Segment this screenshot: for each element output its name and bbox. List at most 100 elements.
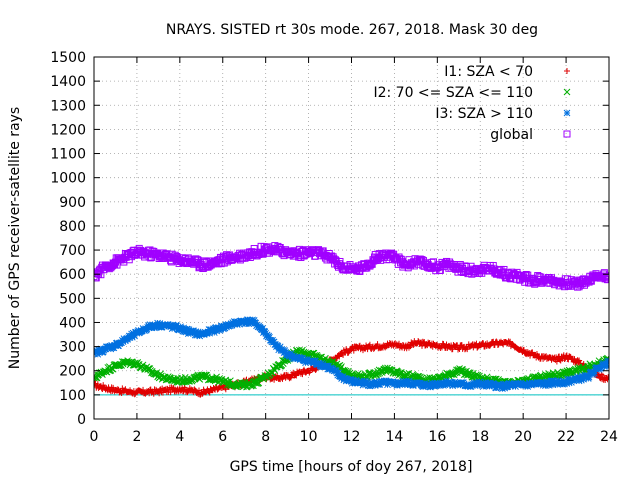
data-point [490,380,498,388]
legend-label: I1: SZA < 70 [444,64,533,80]
data-point [245,320,253,328]
data-point [336,257,344,265]
data-point [378,378,386,385]
x-tick-label: 0 [90,429,99,445]
x-axis-title: GPS time [hours of doy 267, 2018] [230,459,473,475]
y-tick-label: 800 [59,219,86,235]
ticks [93,56,610,420]
data-point [259,325,266,332]
data-point [578,372,586,380]
x-tick-labels: 0 2 4 6 8 10 12 14 16 18 20 22 24 [90,429,618,445]
y-tick-label: 1300 [50,98,86,114]
x-tick-label: 18 [471,429,489,445]
data-point [605,374,609,381]
y-tick-label: 1500 [50,50,86,66]
data-point [173,322,181,330]
y-tick-label: 500 [59,291,86,307]
data-point [106,342,114,350]
data-point [571,356,578,363]
chart-title: NRAYS. SISTED rt 30s mode. 267, 2018. Ma… [166,22,538,38]
x-tick-label: 6 [218,429,227,445]
data-point [401,380,408,388]
data-point [156,320,164,327]
data-point [110,344,118,352]
x-tick-label: 14 [386,429,404,445]
y-tick-label: 400 [59,315,86,331]
data-point [409,260,417,268]
data-point [268,369,276,377]
data-point [496,382,504,389]
data-point [272,341,279,348]
data-point [244,380,252,388]
data-point [350,347,357,354]
data-point [261,328,269,336]
data-point [111,261,119,269]
data-point [190,327,197,335]
y-tick-labels: 0 100 200 300 400 500 600 700 800 900 1000 1100 1200… [50,50,86,428]
y-tick-label: 300 [59,340,86,356]
legend-label: I2: 70 <= SZA <= 110 [373,85,533,101]
data-point [603,361,609,369]
x-tick-label: 4 [175,429,184,445]
data-point [169,321,177,329]
data-point [404,381,411,389]
data-point [580,375,588,383]
y-tick-label: 0 [77,412,86,428]
data-point [529,349,536,356]
data-point [499,385,506,393]
data-point [366,262,374,270]
x-tick-label: 8 [261,429,270,445]
data-point [497,384,505,392]
data-point [422,382,430,389]
data-point [281,347,289,354]
legend: I1: SZA < 70 I2: 70 <= SZA <= 110 I3: SZA … [373,64,571,143]
x-tick-label: 20 [514,429,532,445]
data-point [563,380,571,387]
data-point [546,380,554,388]
data-point [366,341,373,348]
data-point [95,346,102,354]
data-point [524,383,532,390]
data-point [217,326,224,333]
data-point [561,380,568,388]
data-point [115,342,122,350]
data-point [122,337,129,345]
data-point [304,355,312,363]
x-tick-label: 16 [428,429,446,445]
data-point [574,373,581,381]
data-point [173,252,181,260]
series-3 [94,316,609,393]
data-point [99,348,107,356]
data-point [583,372,591,380]
data-point [180,324,188,332]
legend-marker [563,130,571,138]
data-point [553,358,560,365]
data-point [249,316,256,324]
data-point [540,379,548,386]
data-point [420,383,427,390]
x-tick-label: 2 [132,429,141,445]
data-point [421,339,428,346]
data-point [430,263,438,271]
series-4 [94,242,609,291]
y-tick-label: 1400 [50,74,86,90]
data-point [395,379,403,387]
grid [94,57,609,419]
data-point [228,321,236,329]
legend-label: global [490,127,533,143]
x-tick-label: 10 [300,429,318,445]
data-point [424,382,432,390]
data-point [246,319,254,327]
x-tick-label: 22 [557,429,575,445]
series-2 [94,346,609,391]
data-point [335,369,342,377]
y-tick-label: 1100 [50,147,86,163]
legend-marker [563,109,571,117]
legend-label: I3: SZA > 110 [435,106,533,122]
y-tick-label: 100 [59,388,86,404]
data-point [312,357,319,365]
legend-marker [563,88,571,96]
y-tick-label: 700 [59,243,86,259]
y-tick-label: 200 [59,364,86,380]
